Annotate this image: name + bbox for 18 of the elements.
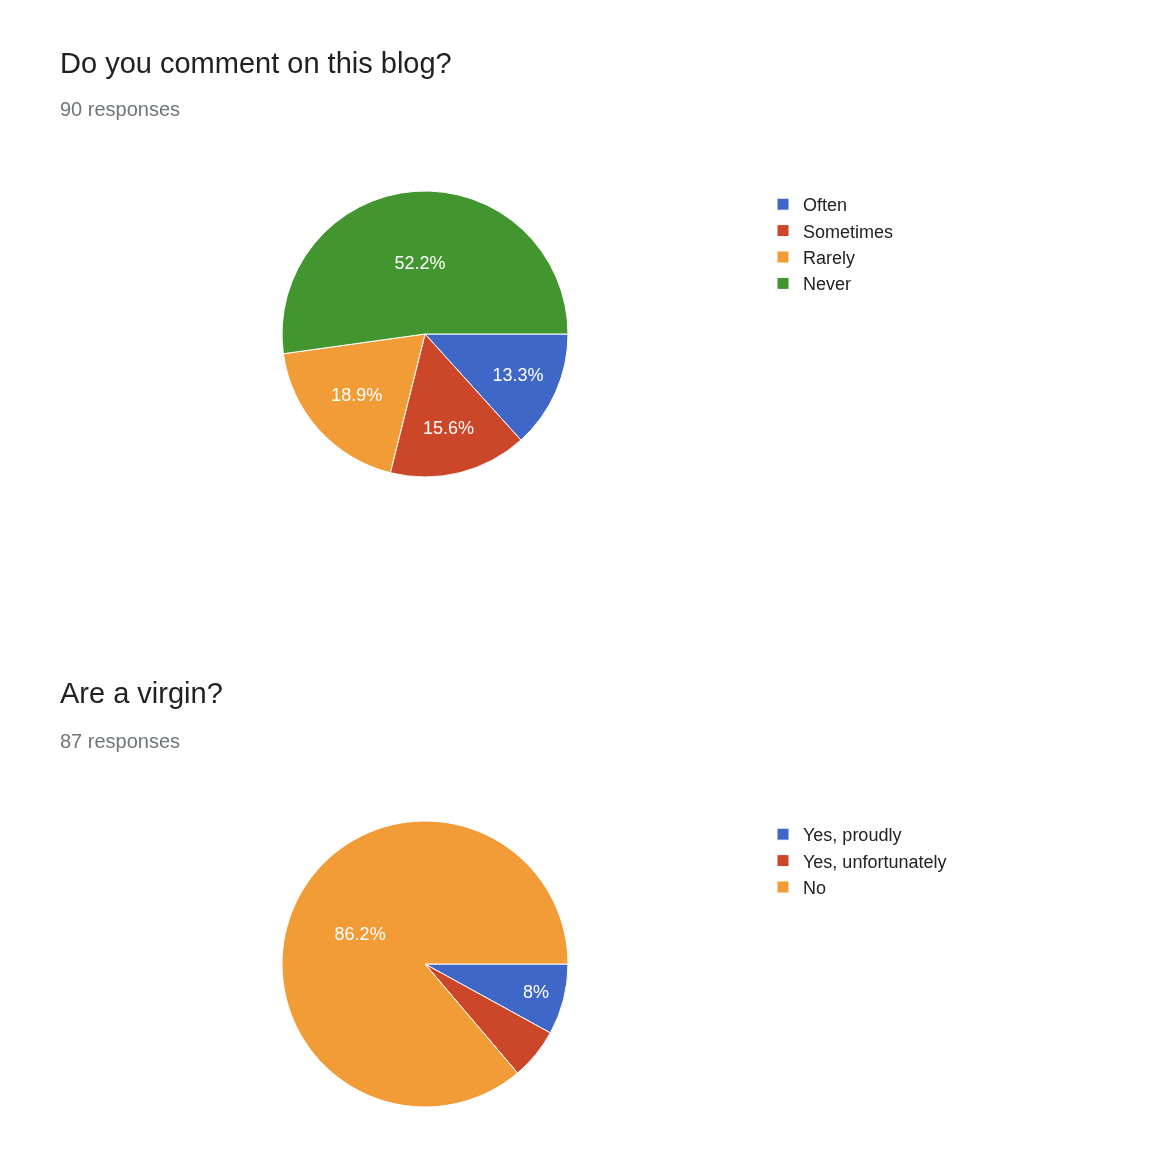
chart-title: Are a virgin? (60, 677, 223, 709)
text: 90 responses (60, 98, 181, 120)
legend-label: Rarely (803, 248, 856, 269)
data-label: 8% (522, 982, 549, 1003)
legend-label: Yes, unfortunately (803, 851, 947, 872)
legend-label: Yes, proudly (803, 825, 902, 846)
legend-label: Never (803, 274, 852, 295)
legend-label: Sometimes (803, 221, 894, 242)
data-label: 13.3% (492, 365, 544, 386)
legend-label: No (803, 878, 827, 899)
pie-slice (281, 820, 569, 1108)
data-label: 18.9% (331, 385, 383, 406)
data-label: 52.2% (394, 252, 446, 273)
data-label: 15.6% (423, 418, 475, 439)
text: 87 responses (60, 730, 181, 752)
data-label: 86.2% (334, 923, 386, 944)
legend-label: Often (803, 195, 848, 216)
chart-title: Do you comment on this blog? (60, 47, 452, 79)
